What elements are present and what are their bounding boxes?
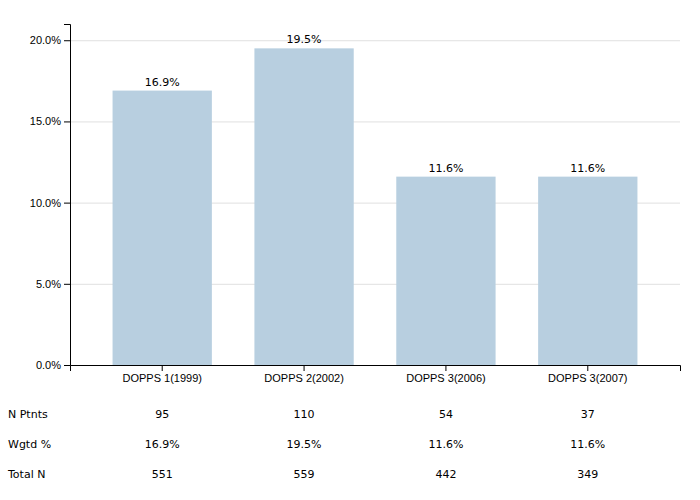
table-row-label: Total N — [7, 468, 45, 481]
table-cell: 11.6% — [428, 438, 463, 451]
table-cell: 11.6% — [570, 438, 605, 451]
tick-label: 10.0% — [30, 197, 61, 209]
plot: 0.0%5.0%10.0%15.0%20.0%DOPPS 1(1999)DOPP… — [30, 25, 681, 384]
grid-tick — [70, 40, 680, 41]
y-tick: 15.0% — [30, 115, 70, 127]
tick-mark — [64, 203, 70, 204]
table-cell: 559 — [294, 468, 315, 481]
tick-label: 20.0% — [30, 34, 61, 46]
x-tick: DOPPS 1(1999) — [122, 365, 201, 384]
tick-label: DOPPS 3(2006) — [406, 372, 485, 384]
tick-label: DOPPS 3(2007) — [548, 372, 627, 384]
tick-label: 15.0% — [30, 115, 61, 127]
table-row-label: N Ptnts — [8, 408, 48, 421]
tick-mark — [304, 365, 305, 371]
data-labels: 16.9% 19.5% 11.6% 11.6% — [145, 33, 606, 174]
y-axis: 0.0% 5.0% 10.0% 15.0% 20.0% — [30, 25, 71, 372]
x-tick: DOPPS 2(2002) — [264, 365, 343, 384]
tick-label: 5.0% — [36, 278, 61, 290]
table-cell: 19.5% — [287, 438, 322, 451]
grid — [70, 41, 680, 366]
table-cell: 37 — [581, 408, 595, 421]
table-cell: 110 — [294, 408, 315, 421]
table-cell: 442 — [435, 468, 456, 481]
data-label: 11.6% — [428, 162, 463, 175]
table: N Ptnts 95 110 54 37 Wgtd % 16.9% 19.5% 11.6% 11.… — [7, 408, 605, 481]
x-axis: DOPPS 1(1999) DOPPS 2(2002) DOPPS 3(2006) D… — [71, 365, 681, 384]
tick-label: DOPPS 2(2002) — [264, 372, 343, 384]
table-cell: 16.9% — [145, 438, 180, 451]
tick-mark — [64, 121, 70, 122]
tick-mark — [445, 365, 446, 371]
bar — [113, 91, 212, 365]
bar — [396, 177, 495, 365]
tick-mark — [587, 365, 588, 371]
x-tick: DOPPS 3(2007) — [548, 365, 627, 384]
bar — [254, 48, 353, 365]
tick-mark — [64, 40, 70, 41]
data-label: 19.5% — [287, 33, 322, 46]
y-tick: 5.0% — [36, 278, 70, 290]
y-tick: 0.0% — [36, 359, 70, 371]
bars — [113, 48, 638, 365]
y-tick: 20.0% — [30, 34, 70, 46]
tick-label: DOPPS 1(1999) — [122, 372, 201, 384]
tick-mark — [162, 365, 163, 371]
table-cell: 54 — [439, 408, 453, 421]
tick-label: 0.0% — [36, 359, 61, 371]
table-row-label: Wgtd % — [8, 438, 51, 451]
bar — [538, 177, 637, 365]
chart: 0.0%5.0%10.0%15.0%20.0%DOPPS 1(1999)DOPP… — [0, 0, 700, 500]
axis-line — [64, 25, 71, 366]
table-cell: 349 — [577, 468, 598, 481]
data-label: 11.6% — [570, 162, 605, 175]
table-cell: 95 — [155, 408, 169, 421]
table-cell: 551 — [152, 468, 173, 481]
x-tick: DOPPS 3(2006) — [406, 365, 485, 384]
data-label: 16.9% — [145, 76, 180, 89]
y-tick: 10.0% — [30, 197, 70, 209]
axis-line — [71, 366, 681, 372]
tick-mark — [64, 284, 70, 285]
tick-mark — [64, 365, 70, 366]
grid-line — [70, 40, 680, 41]
